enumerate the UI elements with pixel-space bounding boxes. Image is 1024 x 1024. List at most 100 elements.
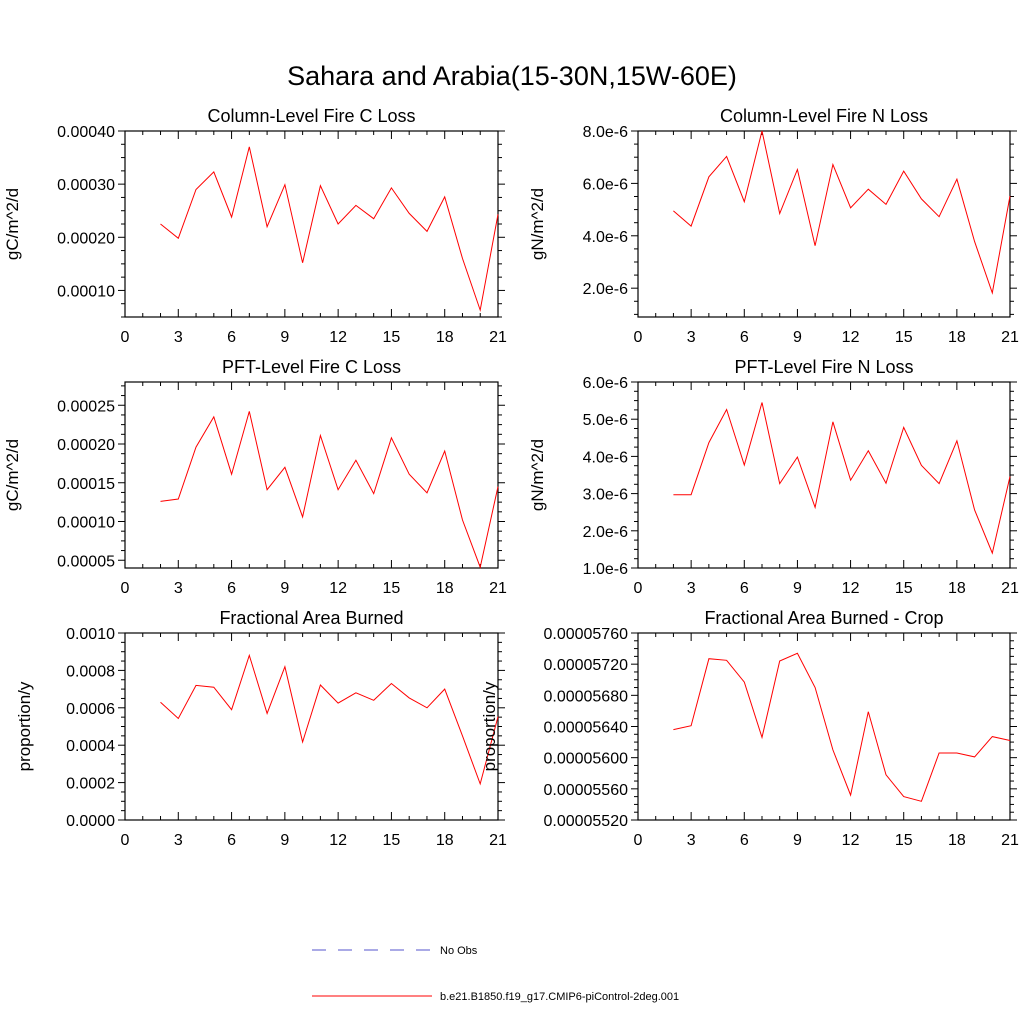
x-tick-label: 15 [895,329,913,346]
x-tick-label: 6 [227,832,236,849]
y-tick-label: 0.0010 [66,626,115,643]
x-tick-label: 18 [436,832,454,849]
y-tick-label: 4.0e-6 [583,229,628,246]
series-line [160,653,499,786]
series-line [160,146,499,313]
plot-frame [637,381,1011,569]
x-tick-label: 9 [280,832,289,849]
x-tick-label: 18 [948,580,966,597]
chart-panel-4: PFT-Level Fire N Loss gN/m^2/d 0 3 6 9 12 15 18 2… [528,357,1019,597]
chart-panel-2: Column-Level Fire N Loss gN/m^2/d 0 3 6 9 12 15… [528,106,1019,346]
y-tick-label: 0.0000 [66,813,115,830]
x-tick-label: 3 [687,832,696,849]
x-tick-label: 6 [740,580,749,597]
y-tick-label: 1.0e-6 [583,561,628,578]
x-tick-label: 21 [489,580,507,597]
x-tick-label: 21 [1001,329,1019,346]
legend-label-model: b.e21.B1850.f19_g17.CMIP6-piControl-2deg… [440,991,679,1003]
y-tick-label: 0.00005640 [543,720,628,737]
series-line [673,130,1011,295]
x-tick-label: 3 [687,329,696,346]
chart-panel-6: Fractional Area Burned - Crop proportion/… [480,608,1019,849]
y-axis-label: gN/m^2/d [528,188,547,260]
x-tick-label: 0 [634,329,643,346]
x-tick-label: 9 [280,580,289,597]
x-tick-label: 3 [174,580,183,597]
x-tick-label: 18 [948,329,966,346]
y-tick-label: 0.00005 [57,553,115,570]
y-tick-label: 0.00005680 [543,688,628,705]
y-axis-label: gC/m^2/d [3,439,22,511]
x-tick-label: 0 [121,832,130,849]
legend: No Obs b.e21.B1850.f19_g17.CMIP6-piContr… [312,945,679,1003]
main-title: Sahara and Arabia(15-30N,15W-60E) [287,61,737,91]
plot-frame [637,130,1011,318]
plot-frame [124,381,499,569]
x-tick-label: 18 [948,832,966,849]
chart-panel-1: Column-Level Fire C Loss gC/m^2/d 0 3 6 9 12 15… [3,106,507,346]
y-tick-label: 0.00005760 [543,626,628,643]
panel-title: Fractional Area Burned [219,608,403,628]
y-tick-label: 2.0e-6 [583,281,628,298]
y-tick-label: 0.00025 [57,398,115,415]
y-tick-label: 0.0004 [66,738,115,755]
y-tick-label: 6.0e-6 [583,375,628,392]
y-tick-label: 0.0006 [66,701,115,718]
y-tick-label: 0.00005560 [543,782,628,799]
y-tick-label: 0.00010 [57,515,115,532]
y-tick-label: 4.0e-6 [583,449,628,466]
x-tick-label: 21 [489,832,507,849]
x-tick-label: 0 [634,580,643,597]
y-tick-label: 0.0008 [66,663,115,680]
x-tick-label: 21 [1001,580,1019,597]
x-tick-label: 15 [895,832,913,849]
x-tick-label: 21 [1001,832,1019,849]
x-tick-label: 12 [329,580,347,597]
x-tick-label: 6 [227,580,236,597]
x-tick-label: 9 [793,580,802,597]
x-tick-label: 3 [174,329,183,346]
x-tick-label: 0 [121,329,130,346]
x-tick-label: 6 [227,329,236,346]
x-tick-label: 15 [383,832,401,849]
y-tick-label: 3.0e-6 [583,487,628,504]
y-tick-label: 0.00015 [57,476,115,493]
x-tick-label: 18 [436,580,454,597]
panel-title: PFT-Level Fire N Loss [734,357,913,377]
y-tick-label: 0.00005600 [543,751,628,768]
x-tick-label: 12 [842,580,860,597]
x-tick-label: 6 [740,832,749,849]
series-line [673,652,1011,802]
x-tick-label: 12 [329,832,347,849]
y-tick-label: 0.00030 [57,177,115,194]
y-axis-label: proportion/y [15,681,34,771]
y-tick-label: 0.00010 [57,283,115,300]
x-tick-label: 18 [436,329,454,346]
chart-panel-3: PFT-Level Fire C Loss gC/m^2/d 0 3 6 9 12 15 18 2… [3,357,507,597]
x-tick-label: 3 [174,832,183,849]
y-tick-label: 0.00005720 [543,657,628,674]
y-tick-label: 0.00005520 [543,813,628,830]
y-axis-label: proportion/y [480,681,499,771]
x-tick-label: 6 [740,329,749,346]
plot-frame [124,632,499,821]
x-tick-label: 9 [280,329,289,346]
x-tick-label: 0 [634,832,643,849]
y-tick-label: 0.00020 [57,230,115,247]
plot-frame [637,632,1011,821]
legend-label-no-obs: No Obs [440,945,478,957]
x-tick-label: 9 [793,832,802,849]
panel-title: Fractional Area Burned - Crop [704,608,943,628]
y-tick-label: 6.0e-6 [583,176,628,193]
y-tick-label: 5.0e-6 [583,412,628,429]
y-axis-label: gN/m^2/d [528,439,547,511]
y-axis-label: gC/m^2/d [3,188,22,260]
series-line [673,402,1011,555]
y-tick-label: 8.0e-6 [583,124,628,141]
y-tick-label: 0.0002 [66,776,115,793]
y-tick-label: 2.0e-6 [583,524,628,541]
x-tick-label: 9 [793,329,802,346]
y-tick-label: 0.00040 [57,124,115,141]
x-tick-label: 0 [121,580,130,597]
